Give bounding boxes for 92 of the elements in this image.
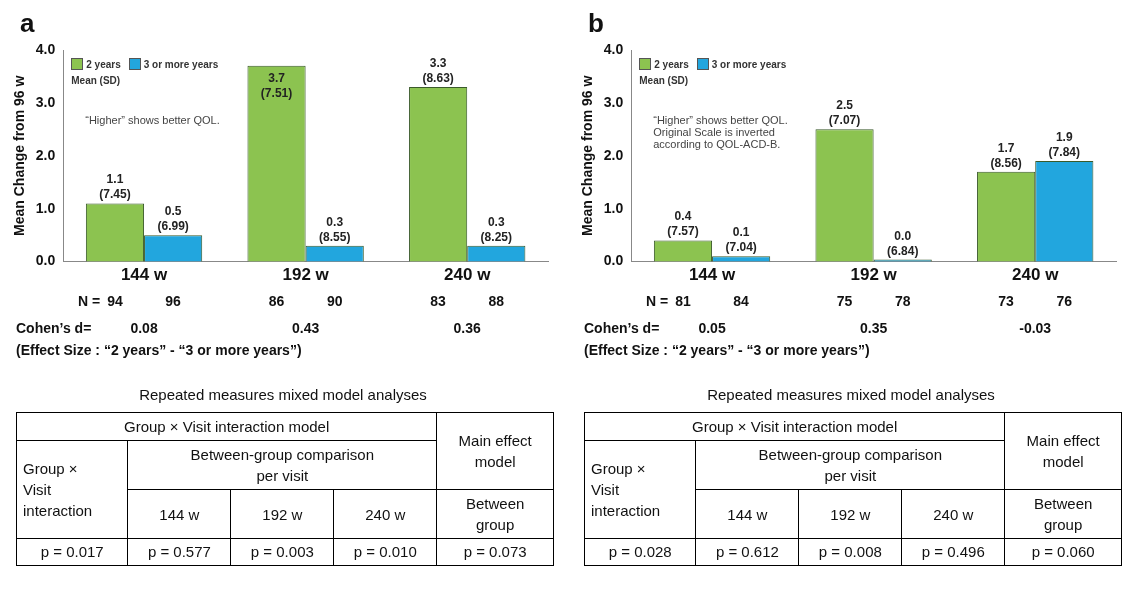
text: Between-group comparison per visit — [127, 440, 437, 490]
y-tick-label: 1.0 — [35, 199, 56, 216]
text: 94 — [107, 293, 123, 309]
text: 192 w — [798, 489, 902, 539]
text: -0.03 — [1018, 320, 1053, 336]
legend-label: 3 or more years — [710, 58, 787, 70]
text: p = 0.577 — [127, 538, 231, 566]
legend-title: Mean (SD) — [71, 75, 122, 86]
x-tick-label: 144 w — [688, 265, 736, 285]
y-tick-label: 4.0 — [603, 40, 624, 57]
text: 144 w — [695, 489, 799, 539]
text: 73 — [997, 293, 1015, 309]
text: Cohen’s d= — [584, 320, 660, 336]
legend-label: 2 years — [653, 58, 689, 70]
chart-title: b — [588, 8, 604, 39]
y-tick-label: 2.0 — [35, 146, 56, 163]
text: 76 — [1055, 293, 1074, 309]
text: 0.08 — [129, 320, 159, 336]
text: 75 — [835, 293, 854, 309]
text: (Effect Size : “2 years” - “3 or more years”) — [584, 342, 870, 358]
y-tick-label: 3.0 — [35, 93, 56, 110]
text: 144 w — [127, 489, 231, 539]
data-label: 1.9 (7.84) — [1048, 130, 1080, 160]
text: p = 0.017 — [16, 538, 128, 566]
text: 90 — [325, 293, 344, 309]
data-label: 2.5 (7.07) — [828, 98, 861, 128]
x-tick-label: 240 w — [444, 265, 492, 285]
chart-title: a — [20, 8, 35, 39]
y-tick-label: 0.0 — [603, 252, 624, 269]
y-tick-label: 2.0 — [603, 146, 624, 163]
text: 0.35 — [859, 320, 889, 336]
text: p = 0.073 — [436, 538, 554, 566]
text: Cohen’s d= — [16, 320, 92, 336]
text: 83 — [429, 293, 447, 309]
data-label: 1.1 (7.45) — [99, 172, 131, 202]
legend-label: 3 or more years — [142, 58, 219, 70]
text: p = 0.010 — [333, 538, 437, 566]
text: p = 0.028 — [584, 538, 696, 566]
text: p = 0.008 — [798, 538, 902, 566]
text: Between-group comparison per visit — [695, 440, 1005, 490]
data-label: 3.7 (7.51) — [260, 70, 293, 100]
text: 0.43 — [291, 320, 321, 336]
text: Group × Visit interaction model — [16, 412, 437, 441]
text: p = 0.060 — [1004, 538, 1122, 566]
text: 88 — [487, 293, 506, 309]
text: p = 0.612 — [695, 538, 799, 566]
y-tick-label: 0.0 — [35, 252, 56, 269]
data-label: 0.0 (6.84) — [887, 228, 919, 258]
text: Repeated measures mixed model analyses — [706, 386, 996, 403]
text: 0.36 — [452, 320, 482, 336]
legend-label: 2 years — [85, 58, 121, 70]
text: 192 w — [230, 489, 334, 539]
data-label: 0.5 (6.99) — [157, 204, 189, 234]
text: 240 w — [901, 489, 1005, 539]
text: p = 0.496 — [901, 538, 1005, 566]
data-label: 0.4 (7.57) — [667, 209, 699, 239]
text: 96 — [164, 293, 182, 309]
annotation: “Higher” shows better QOL. Original Scale is inverted according to QOL-ACD-B. — [653, 114, 788, 150]
data-label: 3.3 (8.63) — [422, 56, 454, 86]
text: Repeated measures mixed model analyses — [138, 386, 428, 403]
x-tick-label: 240 w — [1012, 265, 1060, 285]
text: Between group — [436, 489, 554, 539]
text: p = 0.003 — [230, 538, 334, 566]
x-tick-label: 144 w — [120, 265, 168, 285]
text: 81 — [675, 293, 691, 309]
text: Group × Visit interaction — [584, 440, 696, 539]
text: 78 — [893, 293, 912, 309]
text: 240 w — [333, 489, 437, 539]
x-tick-label: 192 w — [850, 265, 898, 285]
text: (Effect Size : “2 years” - “3 or more years”) — [16, 342, 302, 358]
text: 86 — [267, 293, 286, 309]
annotation: “Higher” shows better QOL. — [85, 114, 220, 126]
x-tick-label: 192 w — [282, 265, 330, 285]
text: Main effect model — [436, 412, 554, 490]
data-label: 1.7 (8.56) — [990, 140, 1022, 170]
y-axis-title: Mean Change from 96 w — [11, 75, 28, 236]
text: 0.05 — [697, 320, 727, 336]
text: N = — [646, 293, 669, 309]
text: Group × Visit interaction — [16, 440, 128, 539]
y-axis-title: Mean Change from 96 w — [579, 75, 596, 236]
y-tick-label: 3.0 — [603, 93, 624, 110]
data-label: 0.3 (8.25) — [480, 214, 512, 244]
y-tick-label: 1.0 — [603, 199, 624, 216]
text: Between group — [1004, 489, 1122, 539]
data-label: 0.1 (7.04) — [725, 225, 757, 255]
data-label: 0.3 (8.55) — [319, 214, 351, 244]
legend-title: Mean (SD) — [639, 75, 690, 86]
text: Group × Visit interaction model — [584, 412, 1005, 441]
text: Main effect model — [1004, 412, 1122, 490]
y-tick-label: 4.0 — [35, 40, 56, 57]
text: 84 — [732, 293, 750, 309]
text: N = — [78, 293, 101, 309]
